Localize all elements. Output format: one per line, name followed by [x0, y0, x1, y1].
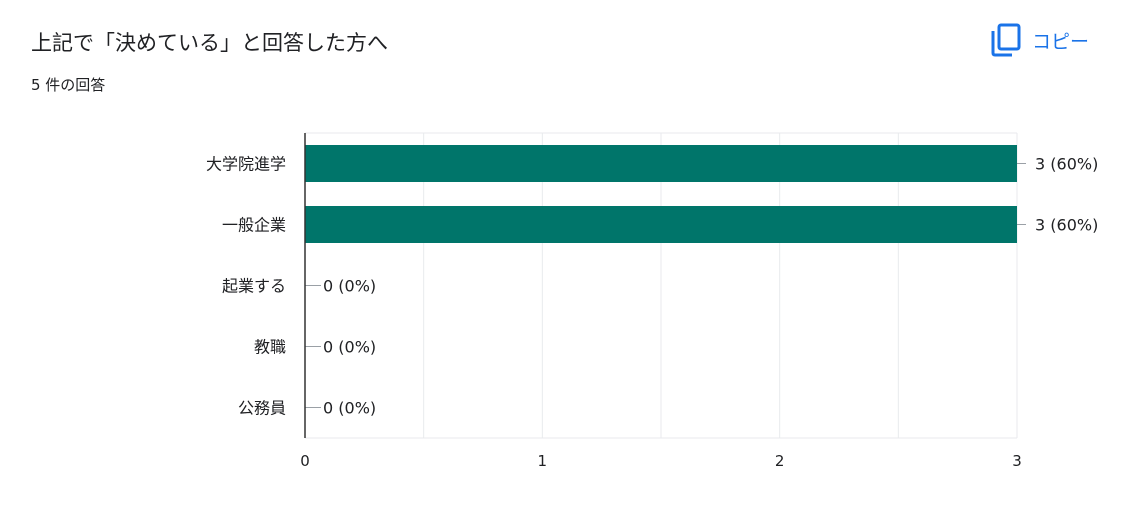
- data-label: 0 (0%): [323, 277, 376, 296]
- category-label: 一般企業: [222, 216, 286, 235]
- category-label: 大学院進学: [206, 155, 286, 174]
- data-label: 0 (0%): [323, 338, 376, 357]
- category-label: 教職: [254, 338, 286, 357]
- data-label: 0 (0%): [323, 399, 376, 418]
- response-count: 5 件の回答: [31, 76, 106, 94]
- data-label: 3 (60%): [1035, 155, 1098, 174]
- copy-icon: [991, 23, 1021, 57]
- x-tick-label: 3: [1012, 452, 1022, 470]
- data-label: 3 (60%): [1035, 216, 1098, 235]
- question-title: 上記で「決めている」と回答した方へ: [31, 31, 388, 55]
- bar: [305, 145, 1017, 182]
- copy-button[interactable]: コピー: [990, 22, 1089, 58]
- category-label: 公務員: [238, 399, 286, 418]
- category-label: 起業する: [222, 277, 286, 296]
- copy-button-label: コピー: [1032, 30, 1090, 53]
- x-tick-label: 0: [300, 452, 310, 470]
- bar: [305, 206, 1017, 243]
- x-tick-label: 1: [538, 452, 548, 470]
- x-tick-label: 2: [775, 452, 785, 470]
